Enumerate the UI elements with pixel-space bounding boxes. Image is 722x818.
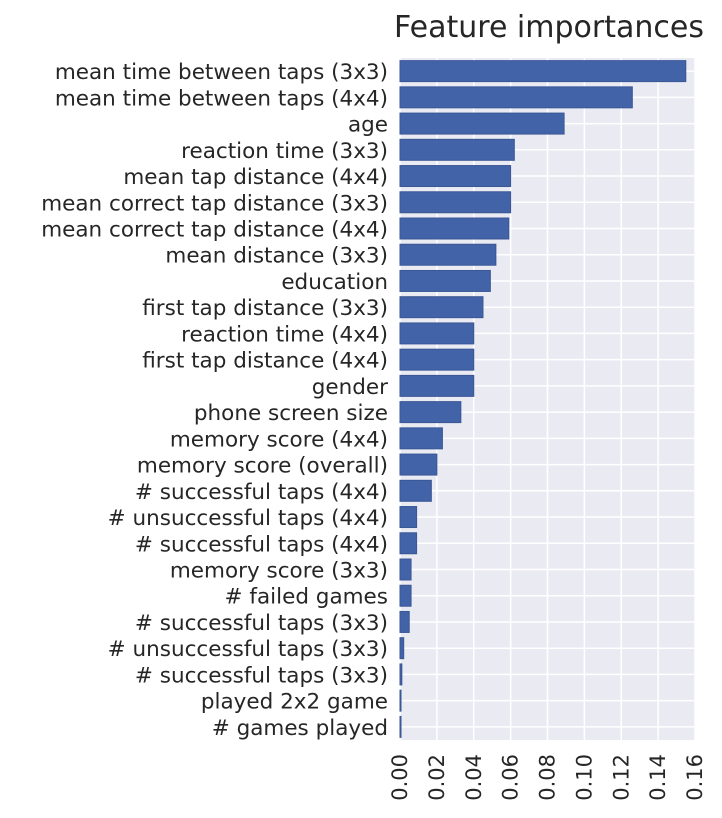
x-tick-label: 0.16: [683, 754, 707, 801]
x-tick-label: 0.08: [536, 754, 560, 801]
bar: [399, 348, 475, 371]
bar: [399, 86, 633, 109]
bar: [399, 689, 402, 712]
category-label: memory score (4x4): [170, 427, 388, 452]
category-label: mean correct tap distance (3x3): [41, 191, 388, 216]
category-label: age: [348, 113, 388, 138]
x-tick-labels: 0.00 0.02 0.04 0.06 0.08 0.10 0.12 0.14 0.16: [388, 754, 707, 801]
x-tick-label: 0.10: [572, 754, 596, 801]
category-label: memory score (overall): [137, 454, 388, 479]
bar: [399, 479, 432, 502]
category-label: first tap distance (4x4): [142, 349, 388, 374]
bar: [399, 532, 418, 555]
bar: [399, 401, 462, 424]
bar: [399, 269, 491, 292]
category-label: played 2x2 game: [201, 690, 388, 715]
category-label: reaction time (4x4): [181, 322, 388, 347]
category-label: mean time between taps (4x4): [55, 86, 388, 111]
x-tick-label: 0.12: [609, 754, 633, 801]
bar: [399, 637, 405, 660]
bar: [399, 138, 515, 161]
category-label: # unsuccessful taps (3x3): [108, 637, 388, 662]
category-label: mean time between taps (3x3): [55, 60, 388, 85]
category-label: # successful taps (3x3): [135, 611, 388, 636]
bar: [399, 165, 512, 188]
category-label: # successful taps (3x3): [135, 663, 388, 688]
category-label: mean distance (3x3): [165, 244, 388, 269]
chart-title: Feature importances: [394, 10, 704, 45]
bar: [399, 374, 475, 397]
category-labels: mean time between taps (3x3)mean time be…: [41, 60, 388, 741]
category-label: # games played: [212, 716, 388, 741]
category-label: first tap distance (3x3): [142, 296, 388, 321]
bar: [399, 506, 418, 529]
x-tick-label: 0.00: [388, 754, 412, 801]
bars: [399, 60, 687, 738]
bar: [399, 584, 412, 607]
bar: [399, 322, 475, 345]
bar: [399, 243, 497, 266]
category-label: memory score (3x3): [170, 559, 388, 584]
bar: [399, 60, 687, 83]
bar: [399, 610, 410, 633]
bar: [399, 112, 565, 135]
category-label: gender: [312, 375, 388, 400]
bar: [399, 558, 412, 581]
category-label: # successful taps (4x4): [135, 532, 388, 557]
category-label: education: [281, 270, 388, 295]
bar: [399, 715, 402, 738]
bar: [399, 217, 510, 240]
bar: [399, 663, 403, 686]
x-tick-label: 0.02: [425, 754, 449, 801]
category-label: mean tap distance (4x4): [123, 165, 388, 190]
category-label: # successful taps (4x4): [135, 480, 388, 505]
bar: [399, 453, 438, 476]
bar: [399, 191, 512, 214]
category-label: # failed games: [225, 585, 388, 610]
x-tick-label: 0.06: [499, 754, 523, 801]
bar: [399, 427, 443, 450]
x-tick-label: 0.04: [462, 754, 486, 801]
category-label: reaction time (3x3): [181, 139, 388, 164]
x-tick-label: 0.14: [646, 754, 670, 801]
category-label: phone screen size: [194, 401, 388, 426]
category-label: mean correct tap distance (4x4): [41, 218, 388, 243]
category-label: # unsuccessful taps (4x4): [108, 506, 388, 531]
bar: [399, 296, 484, 319]
